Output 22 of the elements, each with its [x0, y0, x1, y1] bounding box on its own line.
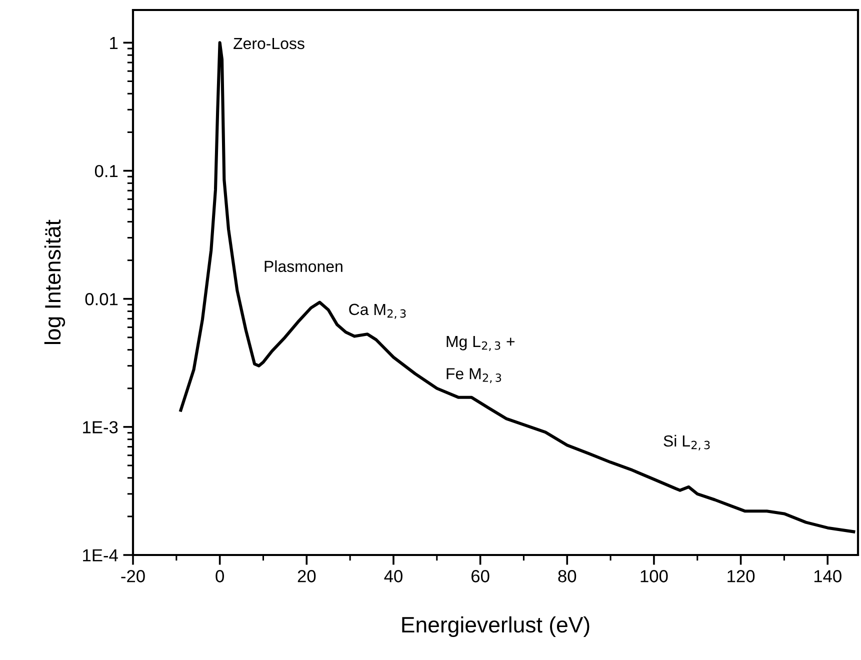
- y-tick-label: 0.1: [94, 164, 118, 178]
- x-tick-label: 100: [640, 570, 668, 582]
- x-tick-label: 120: [728, 570, 755, 582]
- y-tick-label: 1: [110, 37, 118, 49]
- x-axis-title: Energieverlust (eV): [402, 616, 590, 638]
- annotation: Mg L$_{2,3}$ +: [446, 336, 515, 351]
- x-tick-label: 60: [472, 570, 490, 582]
- annotation: Ca M$_{2,3}$: [349, 304, 406, 319]
- x-tick-label: 40: [384, 570, 402, 582]
- annotation: Fe M$_{2,3}$: [446, 368, 502, 384]
- x-tick-label: 80: [558, 570, 576, 582]
- x-tick-label: 20: [298, 570, 316, 582]
- x-tick-label: 140: [814, 570, 842, 582]
- y-tick-label: 1E-4: [83, 549, 118, 562]
- y-tick-label: 0.01: [85, 293, 118, 306]
- annotation: Si L$_{2,3}$: [664, 434, 710, 450]
- y-axis-title: log Intensität: [44, 220, 66, 344]
- y-tick-label: 1E-3: [83, 421, 118, 434]
- annotation: Zero-Loss: [234, 38, 304, 50]
- x-tick-label: -20: [121, 570, 145, 582]
- annotation: Plasmonen: [264, 260, 342, 272]
- x-tick-label: 0: [216, 570, 224, 582]
